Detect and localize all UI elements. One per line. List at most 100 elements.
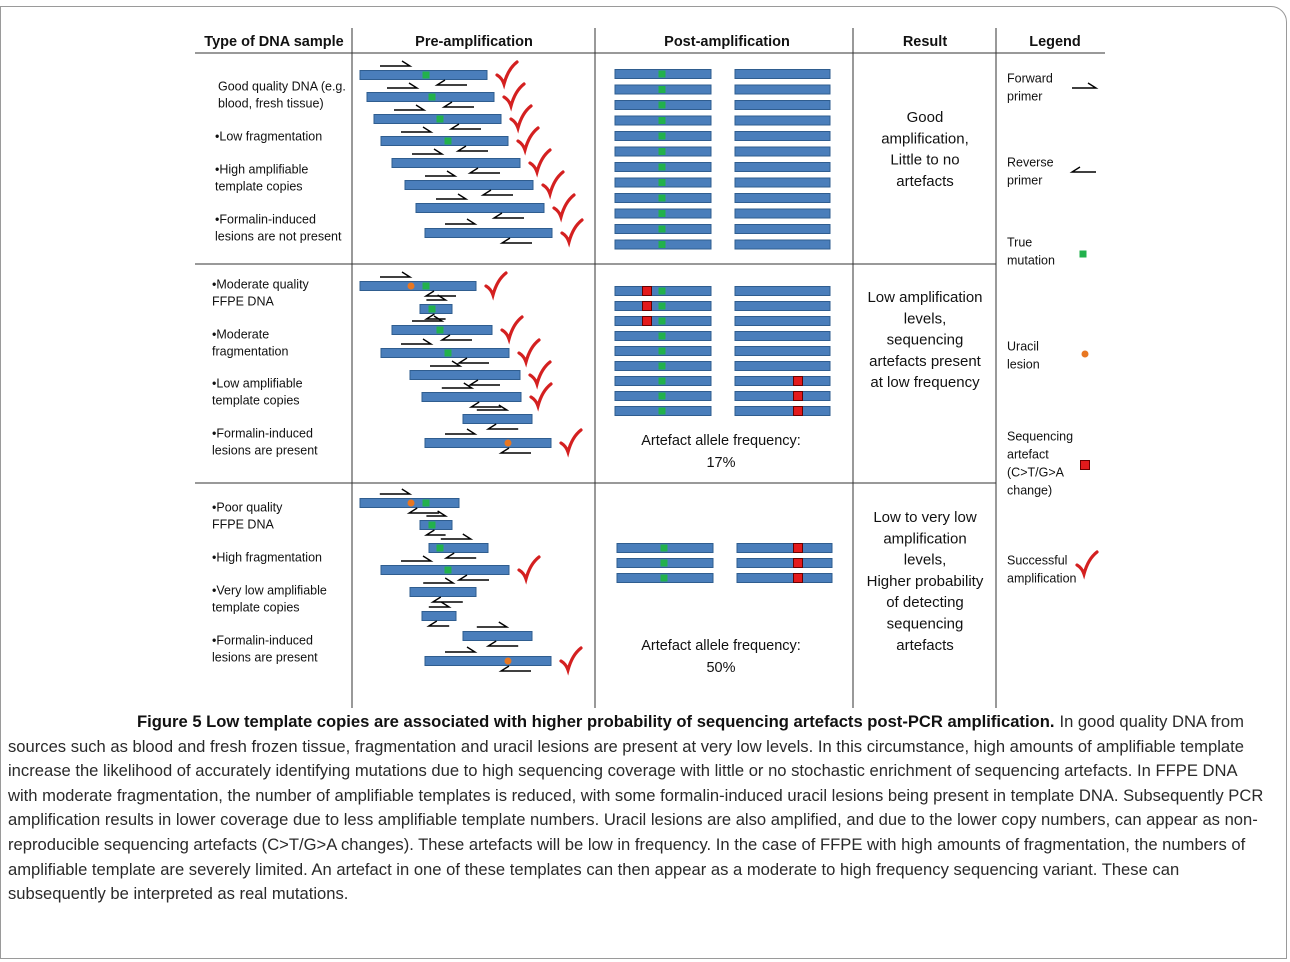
true-mutation <box>436 115 444 123</box>
sample-text: •Moderate quality <box>212 277 310 291</box>
result-text: at low frequency <box>870 374 980 391</box>
reverse-primer <box>498 665 531 672</box>
dna-strand <box>734 391 831 401</box>
forward-primer <box>436 193 469 200</box>
reverse-primer <box>485 640 519 647</box>
sample-text: Good quality DNA (e.g. <box>218 79 346 93</box>
figure-diagram: Type of DNA sample Pre-amplification Post-… <box>195 28 1105 708</box>
forward-primer <box>476 404 510 411</box>
true-mutation <box>444 137 452 145</box>
sample-text: •Poor quality <box>212 500 283 514</box>
forward-primer <box>412 148 445 155</box>
sample-text: template copies <box>215 179 303 193</box>
dna-strand <box>419 304 453 314</box>
legend-text: primer <box>1007 89 1042 103</box>
dna-strand <box>734 224 831 234</box>
true-mutation <box>658 148 666 155</box>
forward-primer <box>1072 82 1099 89</box>
dna-strand <box>462 631 533 641</box>
legend-text: Forward <box>1007 71 1053 85</box>
dna-strand <box>734 376 831 386</box>
column-header: Type of DNA sample <box>204 34 343 50</box>
true-mutation <box>658 163 666 171</box>
frequency-note: Artefact allele frequency: <box>641 638 801 654</box>
dna-strand <box>736 573 833 583</box>
column-header: Legend <box>1029 34 1081 50</box>
result-text: of detecting <box>886 594 964 611</box>
success-check <box>552 193 576 223</box>
dna-strand <box>421 392 522 402</box>
result-text: artefacts <box>896 637 954 654</box>
dna-strand <box>734 193 831 203</box>
caption-title: Figure 5 Low template copies are associa… <box>137 712 1055 731</box>
legend-sequencing-artefact <box>1080 460 1090 470</box>
success-check <box>516 126 540 156</box>
frequency-note: 50% <box>706 660 735 676</box>
true-mutation <box>422 499 430 507</box>
sample-text: lesions are not present <box>215 229 342 243</box>
reverse-primer <box>1069 166 1096 173</box>
dna-strand <box>419 520 453 530</box>
sequencing-artefact <box>793 406 803 416</box>
uracil-lesion <box>407 282 415 290</box>
sample-text: template copies <box>212 600 300 614</box>
reverse-primer <box>434 79 467 86</box>
sample-text: •High amplifiable <box>215 162 308 176</box>
sample-text: fragmentation <box>212 344 288 358</box>
dna-strand <box>734 406 831 416</box>
frequency-note: 17% <box>706 455 735 471</box>
true-mutation <box>444 349 452 357</box>
true-mutation <box>660 544 668 552</box>
true-mutation <box>422 282 430 290</box>
dna-strand <box>734 331 831 341</box>
dna-strand <box>409 587 477 597</box>
true-mutation <box>658 101 666 109</box>
success-check <box>1075 550 1099 580</box>
true-mutation <box>658 70 666 78</box>
reverse-primer <box>441 101 474 108</box>
legend-text: change) <box>1007 483 1052 497</box>
dna-strand <box>462 414 533 424</box>
forward-primer <box>445 428 478 435</box>
forward-primer <box>401 126 434 133</box>
forward-primer <box>423 577 456 584</box>
forward-primer <box>401 338 434 345</box>
forward-primer <box>412 315 445 322</box>
dna-strand <box>734 146 831 157</box>
sample-text: FFPE DNA <box>212 517 274 531</box>
true-mutation <box>658 194 666 202</box>
result-text: artefacts present <box>869 353 982 370</box>
figure-caption: Figure 5 Low template copies are associa… <box>8 710 1266 907</box>
column-header: Post-amplification <box>664 34 790 50</box>
forward-primer <box>401 555 434 562</box>
success-check <box>495 60 519 90</box>
forward-primer <box>441 382 475 389</box>
true-mutation <box>436 326 444 334</box>
true-mutation <box>428 93 436 101</box>
reverse-primer <box>480 189 513 196</box>
dna-strand <box>734 84 831 95</box>
success-check <box>484 271 508 301</box>
legend-text: Reverse <box>1007 155 1054 169</box>
reverse-primer <box>499 237 532 244</box>
uracil-lesion <box>1081 350 1089 358</box>
true-mutation <box>658 132 666 140</box>
reverse-primer <box>439 334 472 341</box>
dna-strand <box>734 286 831 296</box>
sample-text: FFPE DNA <box>212 294 274 308</box>
sequencing-artefact <box>642 316 652 326</box>
dna-strand <box>734 346 831 356</box>
true-mutation <box>658 362 666 370</box>
true-mutation <box>658 302 666 310</box>
dna-strand <box>359 281 477 291</box>
reverse-primer <box>468 401 502 408</box>
result-text: artefacts <box>896 173 954 190</box>
true-mutation <box>658 225 666 233</box>
dna-strand <box>409 370 521 380</box>
dna-strand <box>421 611 457 621</box>
sequencing-artefact <box>642 286 652 296</box>
forward-primer <box>379 488 413 495</box>
true-mutation <box>660 574 668 582</box>
reverse-primer <box>491 212 524 219</box>
